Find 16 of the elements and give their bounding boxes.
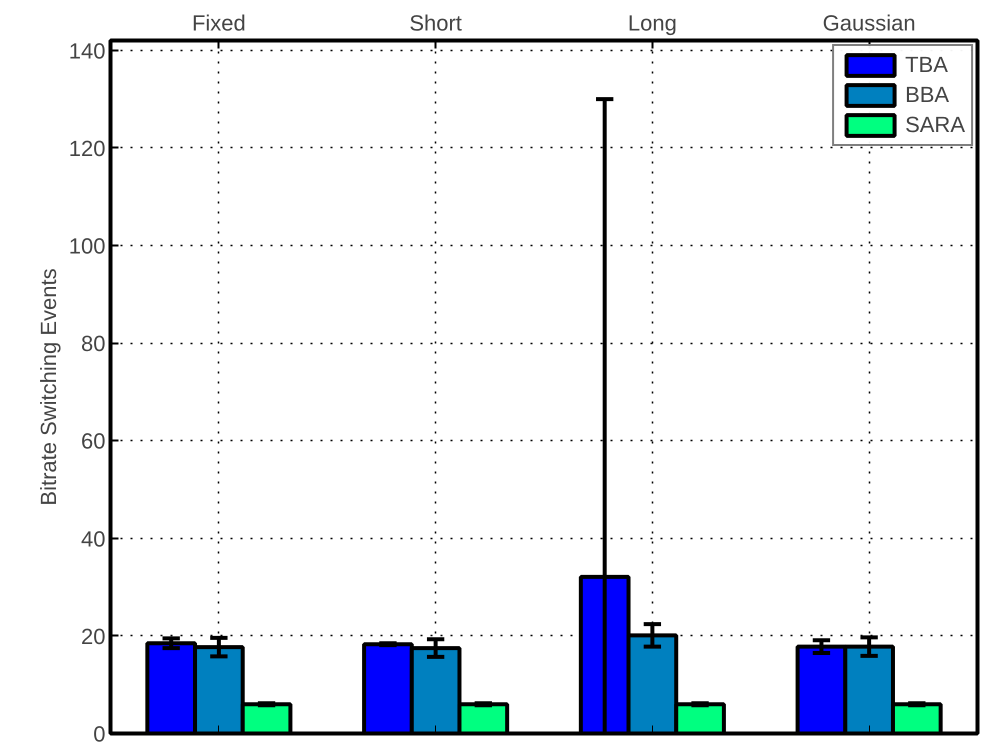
y-tick-label: 100	[68, 233, 106, 258]
y-tick-label: 60	[81, 428, 106, 454]
y-tick-label: 40	[81, 526, 106, 552]
y-tick-label: 0	[93, 722, 106, 746]
y-axis-title: Bitrate Switching Events	[36, 268, 61, 506]
legend-label: SARA	[905, 112, 965, 138]
x-tick-label: Fixed	[192, 10, 246, 36]
y-tick-label: 140	[68, 38, 106, 64]
y-tick-label: 80	[81, 331, 106, 356]
legend-label: TBA	[905, 52, 948, 78]
y-tick-label: 20	[81, 624, 106, 649]
y-tick-label: 120	[68, 136, 106, 161]
x-tick-label: Short	[409, 10, 462, 36]
legend-label: BBA	[905, 82, 950, 108]
x-tick-label: Gaussian	[822, 10, 916, 36]
x-tick-label: Long	[628, 10, 677, 36]
